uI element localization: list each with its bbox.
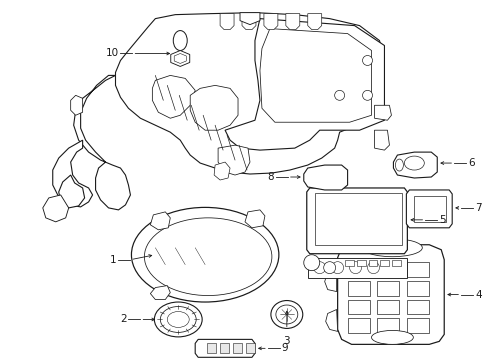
Polygon shape — [325, 310, 337, 332]
Circle shape — [334, 90, 344, 100]
Polygon shape — [260, 28, 371, 122]
Ellipse shape — [371, 330, 412, 345]
Polygon shape — [347, 262, 369, 276]
Polygon shape — [285, 14, 299, 30]
Ellipse shape — [131, 207, 278, 302]
Circle shape — [367, 262, 379, 274]
Polygon shape — [115, 13, 384, 174]
Polygon shape — [59, 175, 84, 208]
Polygon shape — [407, 319, 428, 333]
Circle shape — [313, 262, 325, 274]
Polygon shape — [71, 95, 82, 115]
Text: 10: 10 — [105, 49, 118, 58]
Text: 9: 9 — [281, 343, 288, 354]
Text: 5: 5 — [438, 215, 445, 225]
Polygon shape — [174, 54, 186, 63]
Polygon shape — [303, 165, 347, 190]
Polygon shape — [406, 190, 451, 228]
Ellipse shape — [292, 51, 346, 99]
Text: 3: 3 — [283, 336, 289, 346]
Ellipse shape — [167, 311, 189, 328]
Polygon shape — [150, 285, 170, 300]
Text: 2: 2 — [120, 314, 126, 324]
Polygon shape — [74, 75, 130, 210]
Polygon shape — [224, 19, 384, 150]
Polygon shape — [307, 14, 321, 30]
Ellipse shape — [270, 301, 302, 328]
Ellipse shape — [323, 262, 335, 274]
Bar — [233, 343, 242, 353]
Polygon shape — [407, 280, 428, 296]
Polygon shape — [53, 140, 92, 207]
Ellipse shape — [404, 156, 424, 170]
Polygon shape — [374, 130, 388, 150]
Polygon shape — [218, 145, 249, 175]
Polygon shape — [306, 188, 407, 254]
Ellipse shape — [362, 239, 422, 257]
Bar — [413, 196, 446, 222]
Ellipse shape — [303, 255, 319, 271]
Polygon shape — [377, 262, 399, 276]
Ellipse shape — [395, 159, 403, 171]
Polygon shape — [190, 85, 238, 130]
Polygon shape — [377, 319, 399, 333]
Polygon shape — [377, 280, 399, 296]
Polygon shape — [244, 210, 264, 228]
Polygon shape — [347, 300, 369, 315]
Bar — [220, 343, 228, 353]
Circle shape — [362, 55, 372, 66]
Polygon shape — [240, 13, 260, 24]
Bar — [314, 193, 402, 245]
Ellipse shape — [275, 305, 297, 324]
Polygon shape — [150, 212, 170, 230]
Polygon shape — [220, 14, 234, 30]
Bar — [207, 343, 216, 353]
Polygon shape — [393, 152, 436, 178]
Polygon shape — [324, 268, 336, 292]
Polygon shape — [307, 258, 407, 278]
Polygon shape — [347, 280, 369, 296]
Polygon shape — [344, 260, 353, 266]
Polygon shape — [356, 260, 365, 266]
Ellipse shape — [160, 306, 196, 332]
Text: 8: 8 — [267, 172, 273, 182]
Circle shape — [362, 90, 372, 100]
Ellipse shape — [154, 302, 202, 337]
Polygon shape — [242, 14, 255, 30]
Text: 7: 7 — [474, 203, 481, 213]
Polygon shape — [392, 260, 401, 266]
Polygon shape — [407, 300, 428, 315]
Polygon shape — [195, 339, 254, 357]
Polygon shape — [368, 260, 377, 266]
Polygon shape — [337, 245, 443, 345]
Text: 1: 1 — [110, 255, 116, 265]
Ellipse shape — [173, 31, 187, 50]
Polygon shape — [170, 50, 189, 67]
Polygon shape — [152, 75, 195, 118]
Polygon shape — [407, 262, 428, 276]
Bar — [245, 343, 254, 353]
Text: 6: 6 — [467, 158, 474, 168]
Polygon shape — [347, 319, 369, 333]
Polygon shape — [380, 260, 388, 266]
Polygon shape — [214, 162, 229, 180]
Circle shape — [331, 262, 343, 274]
Ellipse shape — [282, 43, 356, 108]
Polygon shape — [374, 105, 390, 120]
Polygon shape — [317, 172, 337, 183]
Circle shape — [349, 262, 361, 274]
Polygon shape — [377, 300, 399, 315]
Polygon shape — [42, 195, 68, 222]
Text: 4: 4 — [474, 289, 481, 300]
Ellipse shape — [144, 218, 271, 296]
Polygon shape — [264, 14, 277, 30]
